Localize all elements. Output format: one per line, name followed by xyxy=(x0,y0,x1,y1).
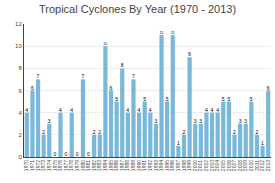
svg-text:1997: 1997 xyxy=(175,160,181,171)
svg-text:1988: 1988 xyxy=(124,160,130,171)
svg-text:10: 10 xyxy=(103,42,107,46)
svg-text:2005: 2005 xyxy=(220,160,226,171)
svg-text:2: 2 xyxy=(42,129,45,135)
svg-text:1985: 1985 xyxy=(108,160,114,171)
svg-text:2: 2 xyxy=(93,129,96,135)
svg-text:1998: 1998 xyxy=(181,160,187,171)
svg-text:4: 4 xyxy=(126,107,129,113)
svg-text:2009: 2009 xyxy=(242,160,248,171)
svg-text:0: 0 xyxy=(87,151,90,157)
svg-text:2008: 2008 xyxy=(237,160,243,171)
svg-text:1978: 1978 xyxy=(68,160,74,171)
svg-text:8: 8 xyxy=(18,65,22,71)
svg-text:1994: 1994 xyxy=(158,160,164,171)
svg-text:0: 0 xyxy=(53,151,56,157)
svg-text:2: 2 xyxy=(255,129,258,135)
svg-text:9: 9 xyxy=(188,51,191,57)
svg-text:1983: 1983 xyxy=(96,160,102,171)
svg-text:6: 6 xyxy=(18,88,22,94)
svg-text:3: 3 xyxy=(239,118,242,124)
svg-text:2007: 2007 xyxy=(231,160,237,171)
svg-text:2013: 2013 xyxy=(265,160,271,171)
svg-text:7: 7 xyxy=(37,73,40,79)
svg-text:4: 4 xyxy=(138,107,141,113)
svg-text:1981: 1981 xyxy=(85,160,91,171)
svg-text:2012: 2012 xyxy=(259,160,265,171)
svg-text:2: 2 xyxy=(98,129,101,135)
svg-text:4: 4 xyxy=(149,107,152,113)
svg-text:5: 5 xyxy=(166,96,169,102)
svg-text:8: 8 xyxy=(121,62,124,68)
svg-text:2003: 2003 xyxy=(209,160,215,171)
svg-text:11: 11 xyxy=(171,30,175,35)
svg-text:6: 6 xyxy=(110,85,113,91)
svg-text:Tropical Cyclones By Year (197: Tropical Cyclones By Year (1970 - 2013) xyxy=(39,3,236,15)
svg-text:1999: 1999 xyxy=(186,160,192,171)
svg-text:1: 1 xyxy=(261,140,264,146)
svg-text:5: 5 xyxy=(143,96,146,102)
svg-text:1990: 1990 xyxy=(136,160,142,171)
svg-text:2004: 2004 xyxy=(214,160,220,171)
svg-text:1996: 1996 xyxy=(169,160,175,171)
svg-text:5: 5 xyxy=(227,96,230,102)
svg-text:1970: 1970 xyxy=(23,160,29,171)
svg-text:2011: 2011 xyxy=(254,160,260,171)
svg-text:1989: 1989 xyxy=(130,160,136,171)
svg-text:5: 5 xyxy=(222,96,225,102)
svg-text:6: 6 xyxy=(31,85,34,91)
svg-text:1972: 1972 xyxy=(35,160,41,171)
svg-text:4: 4 xyxy=(18,110,22,116)
svg-text:7: 7 xyxy=(132,73,135,79)
svg-text:2: 2 xyxy=(182,129,185,135)
svg-text:2010: 2010 xyxy=(248,160,254,171)
svg-text:1975: 1975 xyxy=(52,160,58,171)
svg-text:2006: 2006 xyxy=(226,160,232,171)
svg-text:6: 6 xyxy=(267,85,270,91)
svg-text:3: 3 xyxy=(199,118,202,124)
svg-text:1995: 1995 xyxy=(164,160,170,171)
svg-text:2000: 2000 xyxy=(192,160,198,171)
svg-text:1: 1 xyxy=(177,140,180,146)
svg-text:1987: 1987 xyxy=(119,160,125,171)
svg-text:1971: 1971 xyxy=(29,160,35,171)
svg-text:2002: 2002 xyxy=(203,160,209,171)
svg-text:4: 4 xyxy=(216,107,219,113)
svg-text:2: 2 xyxy=(18,132,22,138)
svg-text:0: 0 xyxy=(76,151,79,157)
svg-text:5: 5 xyxy=(115,96,118,102)
svg-text:2001: 2001 xyxy=(197,160,203,171)
svg-text:1977: 1977 xyxy=(63,160,69,171)
svg-text:1993: 1993 xyxy=(153,160,159,171)
svg-text:0: 0 xyxy=(65,151,68,157)
svg-text:4: 4 xyxy=(59,107,62,113)
svg-text:7: 7 xyxy=(81,73,84,79)
svg-text:4: 4 xyxy=(211,107,214,113)
svg-text:3: 3 xyxy=(154,118,157,124)
svg-text:12: 12 xyxy=(15,21,22,27)
svg-text:1979: 1979 xyxy=(74,160,80,171)
svg-text:4: 4 xyxy=(70,107,73,113)
svg-text:5: 5 xyxy=(250,96,253,102)
svg-text:3: 3 xyxy=(244,118,247,124)
svg-text:4: 4 xyxy=(25,107,28,113)
svg-text:1973: 1973 xyxy=(40,160,46,171)
svg-text:1992: 1992 xyxy=(147,160,153,171)
svg-text:3: 3 xyxy=(194,118,197,124)
svg-text:1976: 1976 xyxy=(57,160,63,171)
svg-text:4: 4 xyxy=(205,107,208,113)
svg-text:0: 0 xyxy=(18,154,22,160)
svg-text:2: 2 xyxy=(233,129,236,135)
svg-text:1991: 1991 xyxy=(141,160,147,171)
svg-text:10: 10 xyxy=(15,43,22,49)
svg-text:1980: 1980 xyxy=(80,160,86,171)
svg-text:1982: 1982 xyxy=(91,160,97,171)
svg-text:1984: 1984 xyxy=(102,160,108,171)
svg-text:3: 3 xyxy=(48,118,51,124)
svg-text:11: 11 xyxy=(159,30,163,35)
svg-text:1986: 1986 xyxy=(113,160,119,171)
svg-text:1974: 1974 xyxy=(46,160,52,171)
